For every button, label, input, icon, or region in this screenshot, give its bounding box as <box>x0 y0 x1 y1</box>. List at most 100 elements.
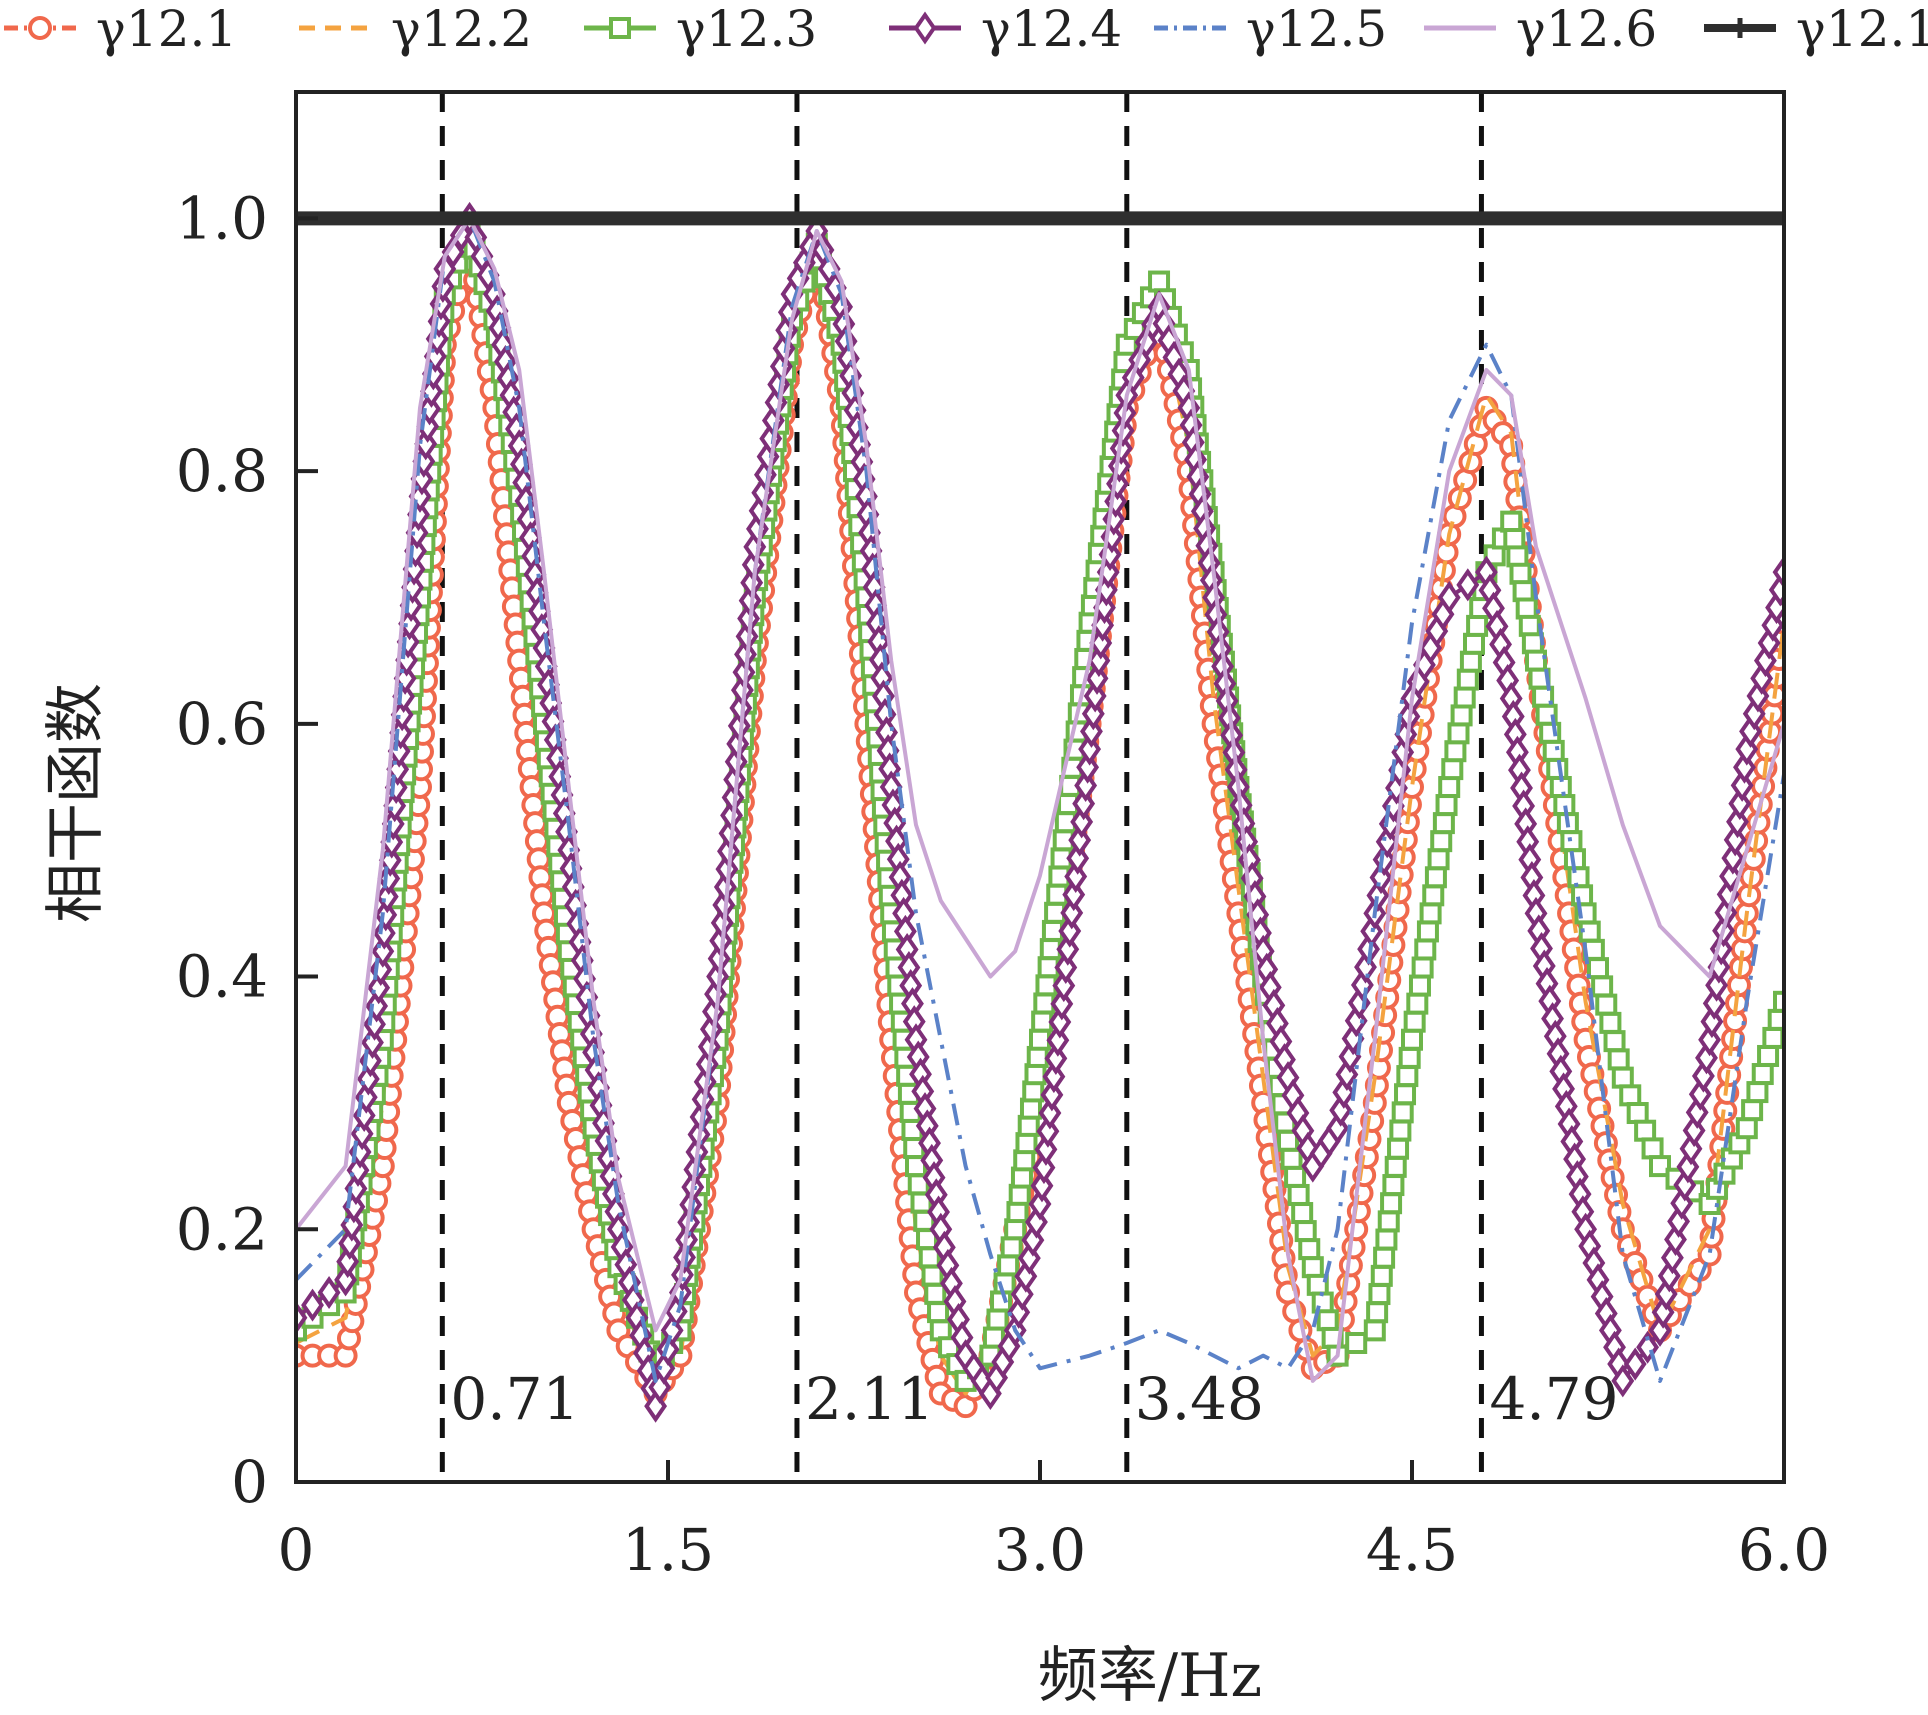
marker-3-405 <box>1422 884 1445 907</box>
series-6 <box>296 216 1784 1383</box>
marker-3-389 <box>1382 1174 1405 1197</box>
marker-3-458 <box>1619 1084 1642 1107</box>
marker-3-369 <box>1284 1165 1307 1188</box>
marker-3-397 <box>1401 1028 1423 1051</box>
marker-legend-3 <box>609 17 631 39</box>
marker-3-428 <box>1506 545 1529 568</box>
y-tick-label-4: 0.8 <box>176 437 268 505</box>
legend-label-1: γ12.1 <box>96 0 237 58</box>
marker-3-439 <box>1542 739 1565 762</box>
marker-3-396 <box>1398 1046 1421 1069</box>
y-tick-label-3: 0.6 <box>176 690 268 758</box>
marker-4-266 <box>1010 1277 1034 1311</box>
marker-3-260 <box>986 1308 1009 1331</box>
marker-3-413 <box>1444 740 1467 763</box>
marker-3-399 <box>1406 992 1429 1015</box>
x-tick-label-2: 3.0 <box>994 1516 1086 1584</box>
legend-label-5: γ12.5 <box>1246 0 1387 58</box>
y-tick-label-5: 1.0 <box>176 184 268 252</box>
marker-3-398 <box>1403 1010 1426 1033</box>
marker-3-381 <box>1363 1319 1386 1342</box>
marker-3-414 <box>1447 722 1470 745</box>
marker-3-454 <box>1599 1011 1622 1034</box>
marker-4-0 <box>296 1301 308 1335</box>
marker-3-372 <box>1294 1220 1317 1243</box>
legend: γ12.1 γ12.2 γ12.3 γ12.4 γ12.5 γ12.6 γ12.12 <box>4 0 1928 58</box>
marker-4-496 <box>1772 555 1784 589</box>
marker-3-404 <box>1419 902 1442 925</box>
marker-3-380 <box>1345 1332 1368 1354</box>
marker-3-319 <box>1148 270 1171 293</box>
marker-3-263 <box>997 1254 1020 1277</box>
legend-item-5: γ12.5 <box>1154 0 1387 58</box>
marker-3-427 <box>1503 528 1526 551</box>
marker-3-471 <box>1741 1099 1764 1122</box>
marker-3-394 <box>1394 1083 1417 1106</box>
marker-4-2 <box>317 1275 341 1309</box>
marker-3-444 <box>1560 830 1583 853</box>
marker-3-420 <box>1466 614 1489 637</box>
marker-3-457 <box>1611 1066 1634 1089</box>
marker-3-430 <box>1512 580 1535 603</box>
axes: 0.71 2.11 3.48 4.79 0 1.5 3.0 4.5 6.0 0 0.2 0.4 0.6 0… <box>176 90 1830 1584</box>
y-tick-label-0: 0 <box>231 1448 268 1516</box>
marker-3-403 <box>1416 920 1439 943</box>
marker-3-371 <box>1291 1202 1314 1225</box>
marker-3-462 <box>1649 1155 1671 1178</box>
series-line-5 <box>296 216 1784 1383</box>
legend-label-3: γ12.3 <box>676 0 817 58</box>
marker-3-393 <box>1391 1101 1414 1124</box>
legend-label-7: γ12.12 <box>1796 0 1928 58</box>
marker-3-392 <box>1389 1119 1412 1142</box>
marker-3-431 <box>1515 597 1538 620</box>
marker-3-407 <box>1427 848 1450 871</box>
legend-label-6: γ12.6 <box>1516 0 1657 58</box>
marker-3-385 <box>1373 1246 1396 1269</box>
marker-3-415 <box>1450 704 1473 727</box>
marker-3-460 <box>1634 1119 1657 1142</box>
marker-3-474 <box>1757 1044 1780 1067</box>
marker-3-416 <box>1453 686 1476 709</box>
marker-3-453 <box>1595 993 1618 1016</box>
reference-line-label-4: 4.79 <box>1489 1365 1618 1433</box>
marker-3-377 <box>1316 1309 1339 1332</box>
y-axis-title: 相干函数 <box>41 683 111 923</box>
marker-3-456 <box>1607 1048 1630 1071</box>
marker-3-446 <box>1567 866 1590 889</box>
marker-3-384 <box>1370 1264 1393 1287</box>
marker-3-472 <box>1746 1081 1769 1104</box>
legend-item-6: γ12.6 <box>1424 0 1657 58</box>
marker-3-382 <box>1366 1301 1389 1324</box>
reference-line-label-3: 3.48 <box>1135 1365 1264 1433</box>
x-tick-label-0: 0 <box>278 1516 315 1584</box>
marker-3-417 <box>1456 668 1479 691</box>
y-tick-label-1: 0.2 <box>176 1195 268 1263</box>
reference-line-label-2: 2.11 <box>805 1365 934 1433</box>
marker-3-395 <box>1396 1065 1419 1088</box>
marker-3-370 <box>1287 1183 1310 1206</box>
marker-3-470 <box>1735 1117 1758 1140</box>
marker-3-264 <box>1000 1236 1023 1259</box>
marker-3-387 <box>1377 1210 1400 1233</box>
legend-item-7: γ12.12 <box>1704 0 1928 58</box>
marker-3-452 <box>1591 975 1614 998</box>
marker-4-451 <box>1611 1364 1635 1398</box>
marker-3-432 <box>1518 614 1541 637</box>
marker-3-388 <box>1380 1192 1403 1215</box>
marker-3-386 <box>1375 1228 1398 1251</box>
marker-3-433 <box>1521 632 1544 655</box>
marker-3-410 <box>1435 794 1458 817</box>
marker-3-401 <box>1411 956 1434 979</box>
marker-3-429 <box>1509 562 1532 585</box>
marker-3-250 <box>921 1264 944 1287</box>
marker-3-419 <box>1463 632 1485 655</box>
legend-item-1: γ12.1 <box>4 0 237 58</box>
marker-legend-1 <box>28 16 52 40</box>
marker-3-412 <box>1441 758 1464 781</box>
legend-item-3: γ12.3 <box>584 0 817 58</box>
marker-legend-4 <box>913 11 937 45</box>
marker-3-276 <box>1029 1028 1051 1051</box>
series-5 <box>296 216 1784 1383</box>
marker-3-0 <box>296 1319 307 1342</box>
x-tick-label-1: 1.5 <box>622 1516 714 1584</box>
